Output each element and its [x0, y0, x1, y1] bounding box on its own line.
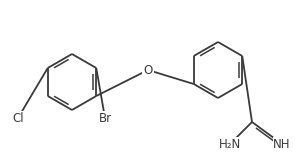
Text: NH: NH	[273, 137, 291, 151]
Text: Cl: Cl	[12, 111, 24, 124]
Text: O: O	[144, 64, 153, 77]
Text: H₂N: H₂N	[219, 137, 241, 151]
Text: Br: Br	[99, 111, 111, 124]
